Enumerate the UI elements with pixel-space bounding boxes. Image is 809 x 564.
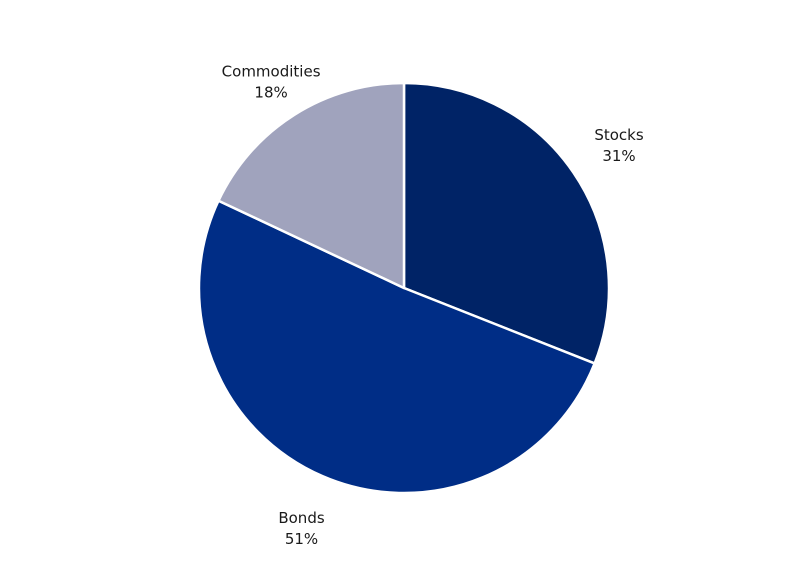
slice-label-commodities: Commodities bbox=[222, 63, 321, 81]
slice-value-stocks: 31% bbox=[602, 147, 635, 165]
slice-label-bonds: Bonds bbox=[278, 509, 324, 527]
pie-slice-commodities bbox=[217, 81, 406, 290]
slice-value-bonds: 51% bbox=[285, 530, 318, 548]
pie-slice-stocks bbox=[402, 81, 611, 365]
pie-slices bbox=[197, 81, 611, 495]
pie-slice-bonds bbox=[197, 199, 596, 495]
slice-label-stocks: Stocks bbox=[594, 126, 644, 144]
slice-value-commodities: 18% bbox=[254, 84, 287, 102]
pie-labels: Stocks 31% Bonds 51% Commodities 18% bbox=[222, 63, 644, 548]
